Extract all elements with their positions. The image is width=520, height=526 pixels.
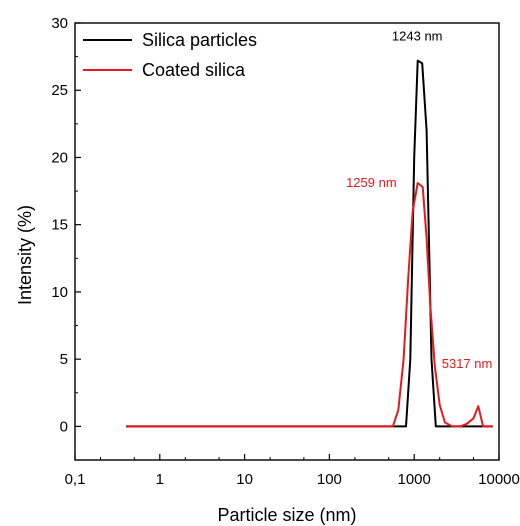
peak-label: 1243 nm [392, 29, 443, 44]
y-tick-label: 10 [51, 284, 68, 301]
legend: Silica particles Coated silica [83, 30, 257, 80]
series-group [126, 59, 493, 428]
x-tick-label: 0,1 [65, 471, 86, 488]
y-tick-label: 5 [60, 351, 68, 368]
axes-frame [74, 22, 500, 461]
y-tick-label: 20 [51, 149, 68, 166]
x-tick-label: 1000 [398, 471, 431, 488]
peak-annotations: 1243 nm 1259 nm 5317 nm [346, 29, 492, 372]
legend-label: Coated silica [142, 60, 246, 80]
y-axis-ticks: 0 5 10 15 20 25 30 [51, 15, 81, 435]
y-tick-label: 25 [51, 82, 68, 99]
x-tick-label: 100 [317, 471, 342, 488]
legend-label: Silica particles [142, 30, 257, 50]
y-tick-label: 30 [51, 15, 68, 32]
x-tick-label: 1 [156, 471, 164, 488]
x-tick-label: 10 [236, 471, 253, 488]
peak-label: 1259 nm [346, 175, 397, 190]
x-axis-title: Particle size (nm) [217, 505, 356, 525]
series-line-coated-silica [126, 182, 493, 428]
x-tick-label: 10000 [478, 471, 520, 488]
y-tick-label: 15 [51, 217, 68, 234]
y-tick-label: 0 [60, 418, 68, 435]
x-axis-ticks: 0,1 1 10 100 1000 10000 [65, 454, 520, 488]
series-line-silica-particles [126, 59, 493, 428]
y-axis-title: Intensity (%) [15, 205, 35, 305]
plot-frame [74, 22, 500, 461]
peak-label: 5317 nm [442, 356, 493, 371]
